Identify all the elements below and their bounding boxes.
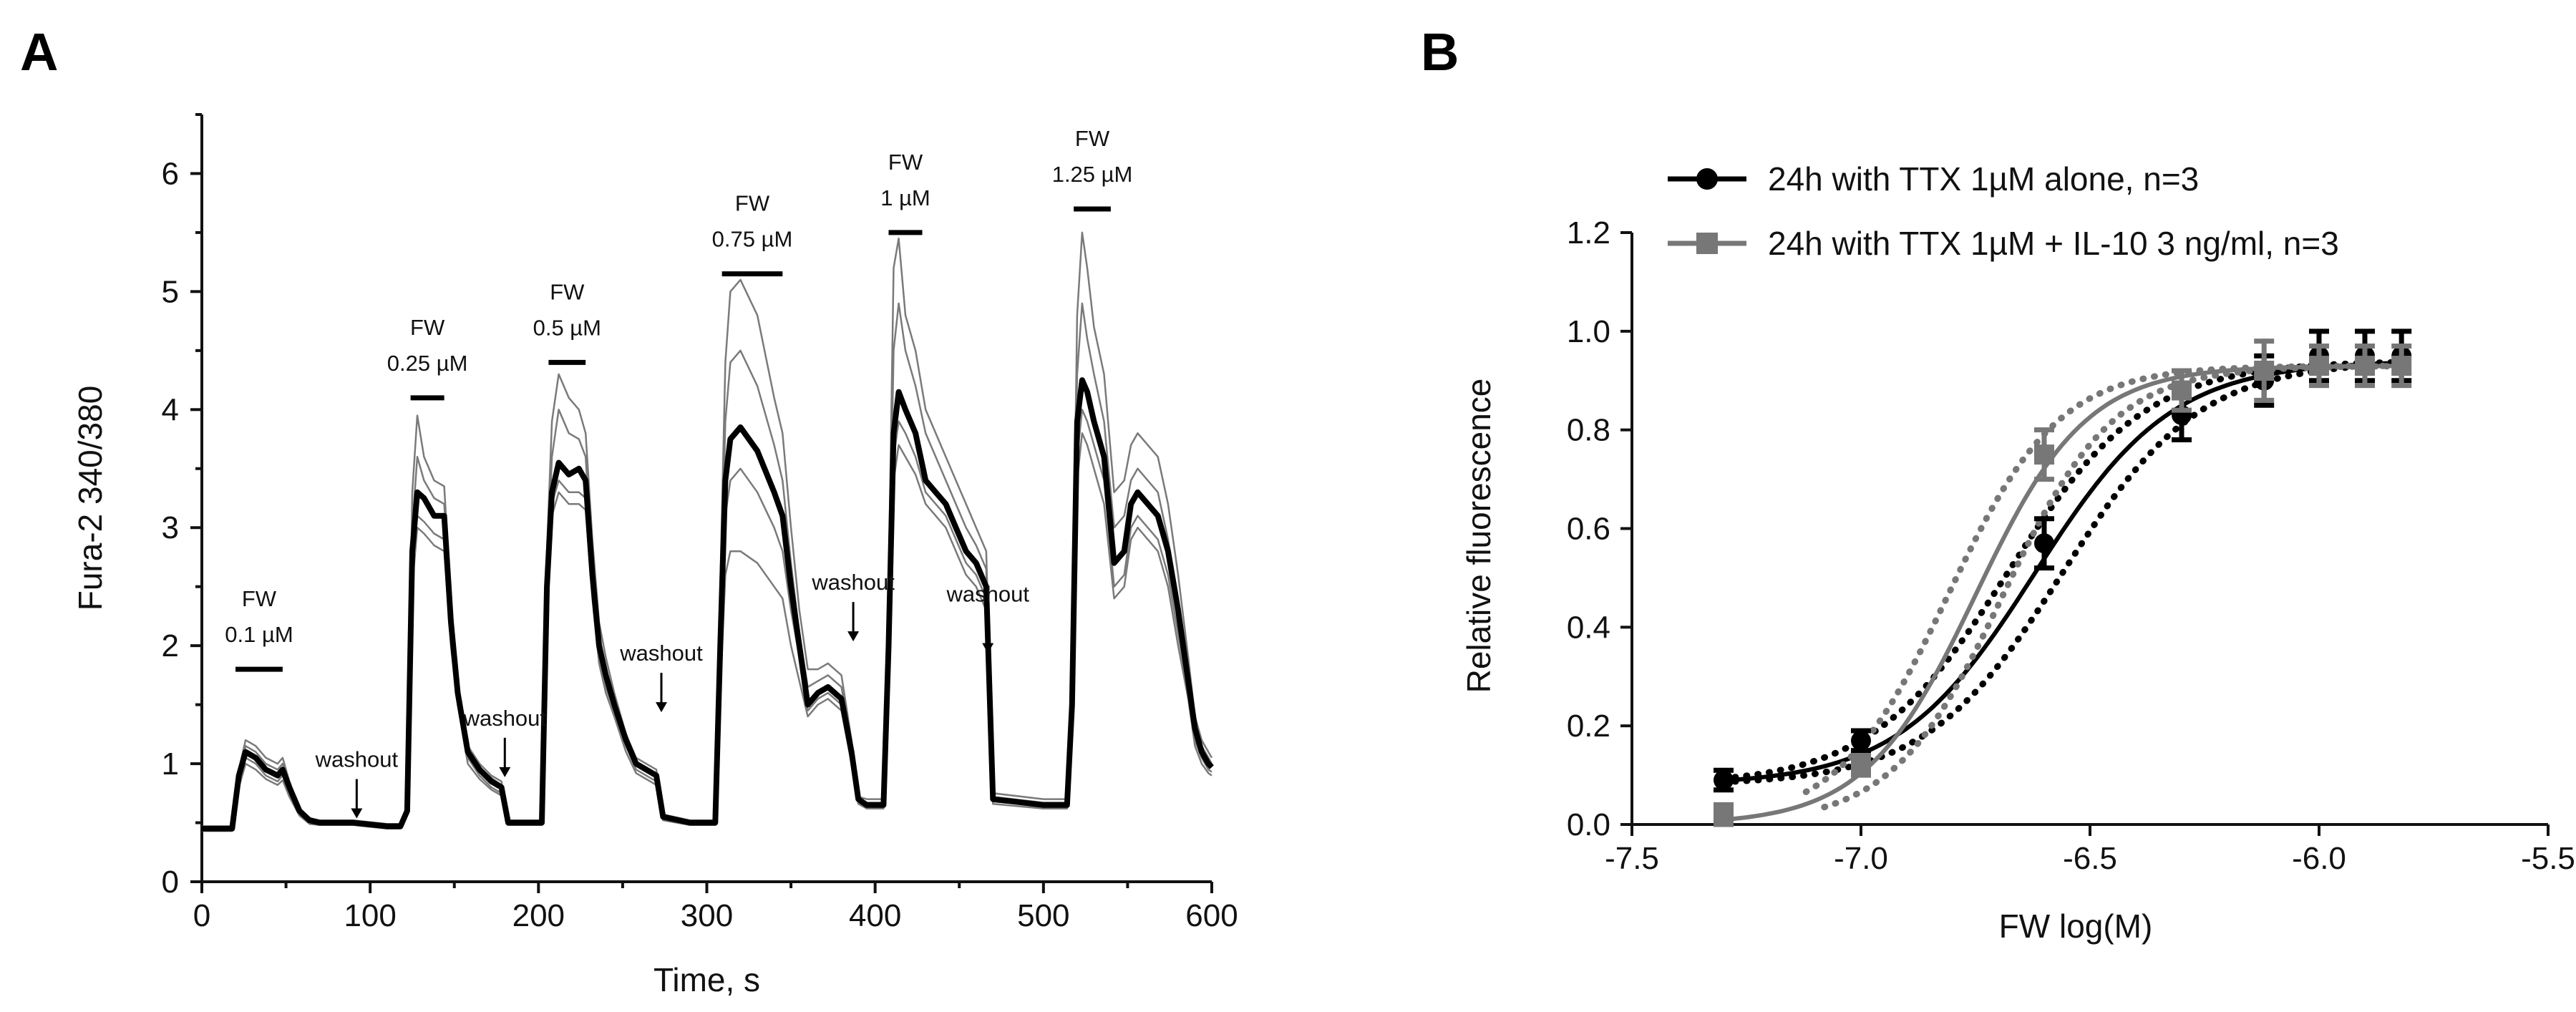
panel-a-x-tick-label: 400	[849, 898, 901, 933]
panel-a-y-tick-label: 5	[162, 274, 179, 309]
panel-b-x-tick-label: -5.5	[2521, 841, 2575, 876]
panel-a-application-concentration: 0.25 µM	[387, 351, 468, 376]
panel-a-application-label: FW	[550, 279, 585, 304]
panel-b-data-point	[1851, 730, 1871, 751]
panel-b-data-points	[1714, 329, 2412, 827]
panel-a-washout-label: washout	[811, 570, 895, 595]
panel-b-axes: -7.5 -7.0 -6.5 -6.0 -5.5 0.0 0.2 0.4 0.6 0.8 1.0 1.…	[1567, 215, 2575, 876]
panel-b-data-point	[2172, 380, 2192, 401]
panel-b-letter: B	[1421, 22, 1459, 82]
panel-a-x-axis-title: Time, s	[653, 961, 760, 998]
panel-b-data-point	[2034, 444, 2054, 465]
panel-b-data-point	[2309, 356, 2329, 376]
panel-b-x-tick-label: -6.5	[2063, 841, 2117, 876]
panel-a-application-concentration: 1.25 µM	[1052, 162, 1133, 187]
panel-a-y-axis-title: Fura-2 340/380	[72, 386, 109, 611]
panel-a-application-label: FW	[888, 150, 923, 175]
panel-a-application-concentration: 0.1 µM	[225, 622, 293, 647]
panel-a-washout-label: washout	[463, 706, 547, 731]
panel-a-letter: A	[20, 22, 58, 82]
panel-a-y-tick-label: 0	[162, 865, 179, 900]
panel-b-y-tick-label: 1.0	[1567, 314, 1610, 349]
panel-a-y-tick-label: 3	[162, 510, 179, 545]
panel-b-x-axis-title: FW log(M)	[1999, 908, 2153, 945]
panel-a-x-tick-label: 300	[681, 898, 733, 933]
panel-a-application-concentration: 0.75 µM	[712, 227, 793, 252]
panel-a-traces	[202, 231, 1214, 832]
panel-b-x-tick-label: -7.0	[1834, 841, 1888, 876]
panel-b-data-point	[1714, 804, 1734, 825]
panel-a-x-tick-label: 600	[1185, 898, 1238, 933]
panel-a-x-tick-label: 500	[1017, 898, 1069, 933]
panel-b-data-point	[2391, 356, 2412, 376]
panel-b-y-tick-label: 0.6	[1567, 512, 1610, 547]
panel-a-cell-trace	[202, 231, 1213, 827]
panel-a-washout-arrow-head	[847, 631, 860, 642]
panel-b-data-point	[2355, 356, 2375, 376]
panel-b-data-point	[1851, 755, 1871, 776]
panel-a-mean-trace	[202, 377, 1214, 832]
panel-b-y-tick-label: 0.8	[1567, 413, 1610, 448]
panel-a-y-tick-label: 4	[162, 392, 179, 427]
panel-a-washout-label: washout	[946, 582, 1029, 607]
panel-b-fit-curves	[1720, 359, 2405, 822]
panel-a-x-tick-label: 0	[193, 898, 210, 933]
panel-a-application-label: FW	[735, 191, 770, 216]
panel-a-application-label: FW	[242, 586, 277, 611]
panel-b-legend-marker	[1696, 168, 1718, 190]
panel-a-washout-arrow-head	[982, 643, 994, 653]
panel-b-fit-curve	[1723, 364, 2402, 822]
panel-a-y-tick-label: 6	[162, 156, 179, 191]
panel-b-data-point	[2034, 533, 2054, 554]
panel-a-application-label: FW	[410, 315, 445, 340]
panel-a-x-tick-label: 100	[344, 898, 396, 933]
panel-a-axes: 0 100 200 300 400 500 600 0 1 2 3 4 5 6	[162, 113, 1238, 933]
panel-b-chart: B -7.5 -7.0 -6.5 -6.0 -5.5 0.0 0.2 0.4 0.6 0.8 1.0…	[1421, 22, 2575, 945]
panel-a-annotations: FW 0.1 µM FW 0.25 µM FW 0.5 µM FW 0.75 µM FW 1 µM…	[225, 126, 1132, 819]
panel-a-washout-arrow-head	[499, 767, 511, 777]
panel-a-application-concentration: 1 µM	[880, 185, 930, 210]
panel-a-x-tick-label: 200	[512, 898, 565, 933]
panel-a-washout-arrow-head	[351, 808, 363, 819]
panel-b-fit-curve	[1723, 361, 2402, 783]
panel-b-data-point	[1714, 769, 1734, 790]
panel-b-y-tick-label: 0.4	[1567, 610, 1610, 645]
panel-b-legend-marker	[1696, 233, 1718, 254]
panel-b-y-tick-label: 0.2	[1567, 709, 1610, 744]
panel-b-y-tick-label: 1.2	[1567, 215, 1610, 250]
panel-a-y-tick-label: 1	[162, 746, 179, 782]
panel-a-y-tick-label: 2	[162, 628, 179, 663]
panel-a-washout-arrow-head	[656, 702, 668, 713]
panel-a-washout-label: washout	[619, 641, 703, 666]
panel-b-legend-label: 24h with TTX 1µM + IL-10 3 ng/ml, n=3	[1768, 225, 2339, 262]
panel-b-data-point	[2254, 360, 2275, 381]
panel-b-x-tick-label: -7.5	[1605, 841, 1659, 876]
panel-a-application-concentration: 0.5 µM	[533, 315, 601, 340]
panel-b-y-tick-label: 0.0	[1567, 807, 1610, 842]
panel-b-legend-label: 24h with TTX 1µM alone, n=3	[1768, 160, 2199, 198]
panel-a-application-label: FW	[1075, 126, 1110, 151]
panel-b-x-tick-label: -6.0	[2292, 841, 2346, 876]
panel-b-confidence-band	[1720, 360, 2405, 786]
panel-a-washout-label: washout	[315, 747, 399, 772]
panel-b-legend: 24h with TTX 1µM alone, n=3 24h with TTX …	[1668, 160, 2339, 262]
panel-b-y-axis-title: Relative fluorescence	[1460, 379, 1497, 694]
